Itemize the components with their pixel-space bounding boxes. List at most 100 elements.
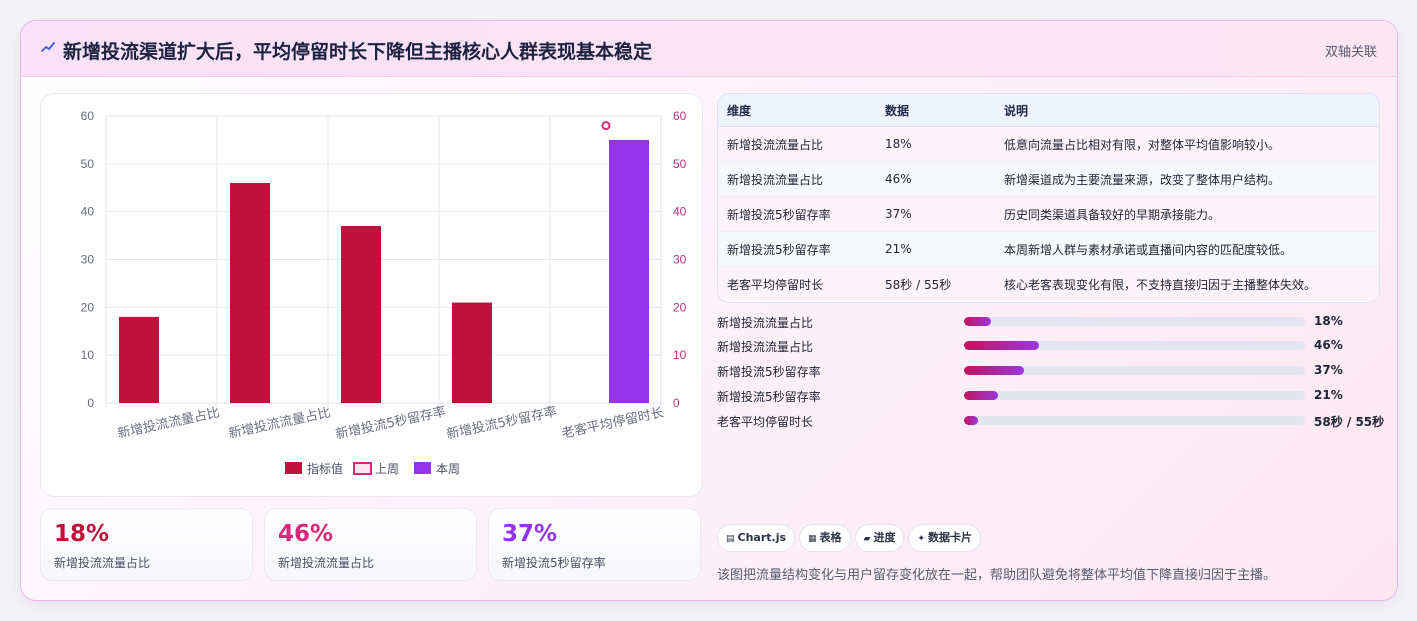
kpi-card: 46% 新增投流流量占比 <box>264 508 477 581</box>
table-row: 新增投流流量占比 18% 低意向流量占比相对有限，对整体平均值影响较小。 <box>718 126 1379 162</box>
legend-swatch <box>285 462 302 474</box>
progress-fill <box>964 317 992 326</box>
progress-value: 18% <box>1314 314 1343 328</box>
table-row: 新增投流5秒留存率 37% 历史同类渠道具备较好的早期承接能力。 <box>718 196 1379 232</box>
progress-row: 新增投流流量占比 46% <box>717 338 1378 356</box>
y-tick-label-right: 40 <box>673 205 687 219</box>
dashboard-card: 新增投流渠道扩大后，平均停留时长下降但主播核心人群表现基本稳定 双轴关联 0 0 1… <box>20 20 1398 601</box>
chip-chartjs[interactable]: ▤ Chart.js <box>717 524 796 552</box>
bar-indicator-value <box>119 316 159 403</box>
x-tick-label: 新增投流5秒留存率 <box>334 404 447 443</box>
y-tick-label-left: 0 <box>87 396 94 410</box>
table-cell: 老客平均停留时长 <box>718 266 876 301</box>
legend-label: 本周 <box>436 462 460 476</box>
progress-fill <box>964 341 1040 350</box>
column-header: 数据 <box>876 94 995 127</box>
table-cell: 新增投流流量占比 <box>718 161 876 197</box>
progress-track <box>964 317 1305 326</box>
kpi-label: 新增投流流量占比 <box>278 556 375 570</box>
progress-label: 新增投流流量占比 <box>717 340 814 354</box>
bar-indicator-value <box>341 226 381 403</box>
kpi-label: 新增投流流量占比 <box>54 556 151 570</box>
progress-fill <box>964 366 1024 375</box>
progress-label: 新增投流流量占比 <box>717 316 814 330</box>
data-table: 维度 数据 说明 新增投流流量占比 18% 低意向流量占比相对有限，对整体平均值… <box>717 93 1380 303</box>
progress-row: 新增投流5秒留存率 21% <box>717 388 1378 406</box>
bar-this-week <box>609 139 649 403</box>
y-tick-label-right: 50 <box>673 157 687 171</box>
x-tick-label: 新增投流流量占比 <box>227 404 332 441</box>
table-row: 新增投流5秒留存率 21% 本周新增人群与素材承诺或直播间内容的匹配度较低。 <box>718 231 1379 267</box>
kpi-card: 37% 新增投流5秒留存率 <box>488 508 701 581</box>
progress-value: 46% <box>1314 338 1343 352</box>
table-cell: 新增渠道成为主要流量来源，改变了整体用户结构。 <box>995 161 1379 197</box>
kpi-value: 46% <box>278 521 334 547</box>
y-tick-label-left: 30 <box>81 253 95 267</box>
y-tick-label-left: 10 <box>81 348 95 362</box>
column-header: 说明 <box>995 94 1379 127</box>
y-tick-label-left: 60 <box>81 109 95 123</box>
y-tick-label-right: 20 <box>673 300 687 314</box>
y-tick-label-left: 40 <box>81 205 95 219</box>
progress-track <box>964 391 1305 400</box>
table-row: 新增投流流量占比 46% 新增渠道成为主要流量来源，改变了整体用户结构。 <box>718 161 1379 197</box>
chip-progress[interactable]: ▰ 进度 <box>854 524 905 552</box>
y-tick-label-left: 50 <box>81 157 95 171</box>
bar-indicator-value <box>452 302 492 403</box>
progress-track <box>964 341 1305 350</box>
x-tick-label: 新增投流流量占比 <box>116 404 221 441</box>
progress-row: 新增投流流量占比 18% <box>717 314 1378 332</box>
bar-chart: 0 0 10 10 20 20 30 30 40 40 50 50 60 60 新增投流流量占比 新增投流流量… <box>81 109 687 476</box>
point-last-week <box>601 121 611 131</box>
table-cell: 新增投流5秒留存率 <box>718 196 876 232</box>
legend-label: 上周 <box>375 462 399 476</box>
y-tick-label-right: 10 <box>673 348 687 362</box>
progress-fill <box>964 391 999 400</box>
page-title: 新增投流渠道扩大后，平均停留时长下降但主播核心人群表现基本稳定 <box>63 41 653 63</box>
y-tick-label-right: 60 <box>673 109 687 123</box>
progress-row: 新增投流5秒留存率 37% <box>717 363 1378 381</box>
footer-note: 该图把流量结构变化与用户留存变化放在一起，帮助团队避免将整体平均值下降直接归因于… <box>717 568 1277 583</box>
x-tick-label: 老客平均停留时长 <box>560 404 665 441</box>
chip-label: Chart.js <box>737 531 787 544</box>
table-header-row: 维度 数据 说明 <box>718 94 1379 127</box>
table-cell: 21% <box>876 231 995 267</box>
chip-table[interactable]: ▦ 表格 <box>799 524 851 552</box>
table-cell: 核心老客表现变化有限，不支持直接归因于主播整体失效。 <box>995 266 1379 301</box>
progress-fill <box>964 416 978 425</box>
kpi-value: 18% <box>54 521 110 547</box>
progress-track <box>964 416 1305 425</box>
legend-swatch <box>353 462 372 475</box>
table-cell: 低意向流量占比相对有限，对整体平均值影响较小。 <box>995 126 1379 162</box>
kpi-card: 18% 新增投流流量占比 <box>40 508 253 581</box>
legend-label: 指标值 <box>307 461 343 476</box>
progress-label: 新增投流5秒留存率 <box>717 365 821 379</box>
table-cell: 18% <box>876 126 995 162</box>
legend-swatch <box>414 462 431 474</box>
progress-track <box>964 366 1305 375</box>
chart-icon: ▤ <box>726 534 735 544</box>
progress-row: 老客平均停留时长 58秒 / 55秒 <box>717 413 1384 431</box>
x-tick-label: 新增投流5秒留存率 <box>445 404 558 443</box>
dual-axis-tag: 双轴关联 <box>1324 45 1377 60</box>
table-icon: ▦ <box>808 534 817 544</box>
table-cell: 新增投流流量占比 <box>718 126 876 162</box>
y-tick-label-left: 20 <box>81 300 95 314</box>
table-cell: 58秒 / 55秒 <box>876 266 995 301</box>
table-cell: 新增投流5秒留存率 <box>718 231 876 267</box>
progress-icon: ▰ <box>863 534 871 544</box>
progress-value: 21% <box>1314 388 1343 402</box>
table-cell: 本周新增人群与素材承诺或直播间内容的匹配度较低。 <box>995 231 1379 267</box>
table-cell: 37% <box>876 196 995 232</box>
y-tick-label-right: 0 <box>673 396 680 410</box>
card-header: 新增投流渠道扩大后，平均停留时长下降但主播核心人群表现基本稳定 双轴关联 <box>21 21 1397 77</box>
bar-indicator-value <box>230 182 270 403</box>
kpi-label: 新增投流5秒留存率 <box>502 556 606 570</box>
chip-data-card[interactable]: ✦ 数据卡片 <box>908 524 982 552</box>
progress-value: 58秒 / 55秒 <box>1314 415 1385 429</box>
progress-value: 37% <box>1314 363 1343 377</box>
kpi-value: 37% <box>502 521 558 547</box>
table-cell: 历史同类渠道具备较好的早期承接能力。 <box>995 196 1379 232</box>
chip-label: 进度 <box>873 531 896 544</box>
table-cell: 46% <box>876 161 995 197</box>
